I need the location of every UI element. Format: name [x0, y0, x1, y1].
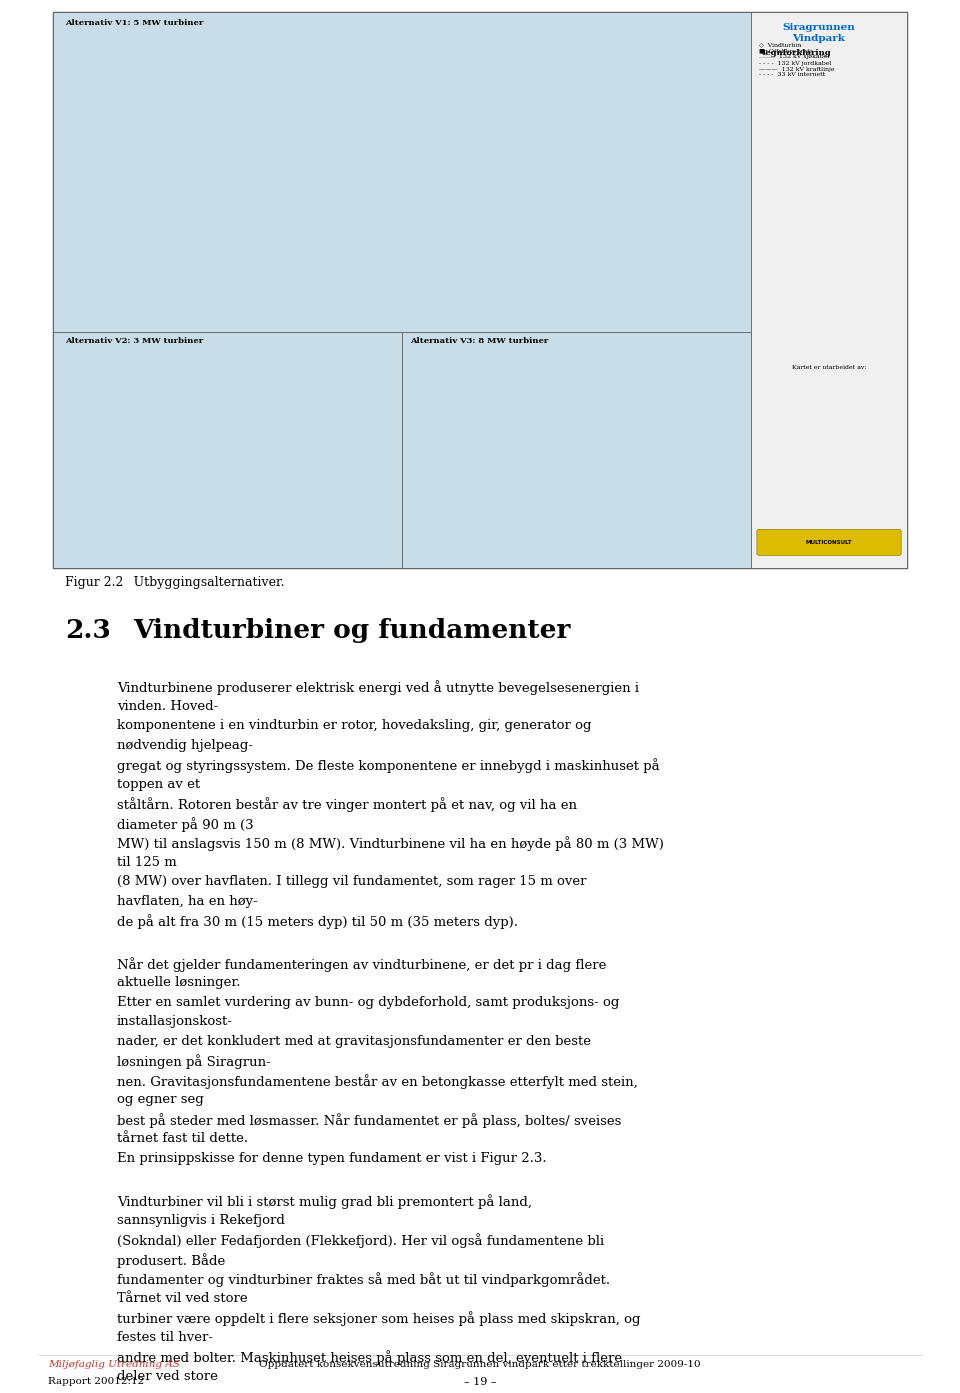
Text: deler ved store: deler ved store [117, 1369, 218, 1383]
Text: Vindturbiner vil bli i størst mulig grad bli premontert på land,: Vindturbiner vil bli i størst mulig grad… [117, 1194, 532, 1209]
Text: Når det gjelder fundamenteringen av vindturbinene, er det pr i dag flere: Når det gjelder fundamenteringen av vind… [117, 957, 606, 972]
Text: festes til hver-: festes til hver- [117, 1330, 213, 1344]
Text: Vindturbinene produserer elektrisk energi ved å utnytte bevegelsesenergien i: Vindturbinene produserer elektrisk energ… [117, 680, 638, 695]
Bar [53, 13, 751, 332]
Text: Miljøfaglig Utredning AS: Miljøfaglig Utredning AS [48, 1360, 180, 1369]
Text: Vindturbiner og fundamenter: Vindturbiner og fundamenter [132, 618, 570, 644]
Text: nader, er det konkludert med at gravitasjonsfundamenter er den beste: nader, er det konkludert med at gravitas… [117, 1035, 590, 1048]
Text: MULTICONSULT: MULTICONSULT [805, 540, 852, 545]
Text: ........  132 kV sjøkabel: ........ 132 kV sjøkabel [758, 54, 829, 60]
Text: Figur 2.2  Utbyggingsalternativer.: Figur 2.2 Utbyggingsalternativer. [64, 577, 284, 589]
Text: Siragrunnen: Siragrunnen [782, 24, 854, 32]
Text: tårnet fast til dette.: tårnet fast til dette. [117, 1133, 248, 1145]
Text: turbiner være oppdelt i flere seksjoner som heises på plass med skipskran, og: turbiner være oppdelt i flere seksjoner … [117, 1311, 640, 1326]
Text: Kartet er utarbeidet av:: Kartet er utarbeidet av: [792, 365, 866, 371]
Text: Oppdatert konsekvensutredning Siragrunnen vindpark etter trekktellinger 2009-10: Oppdatert konsekvensutredning Siragrunne… [259, 1360, 701, 1369]
Text: produsert. Både: produsert. Både [117, 1252, 225, 1268]
Bar [53, 13, 907, 568]
Text: vinden. Hoved-: vinden. Hoved- [117, 699, 218, 713]
Text: MW) til anslagsvis 150 m (8 MW). Vindturbinene vil ha en høyde på 80 m (3 MW): MW) til anslagsvis 150 m (8 MW). Vindtur… [117, 836, 663, 851]
Text: løsningen på Siragrun-: løsningen på Siragrun- [117, 1055, 271, 1070]
Text: installasjonskost-: installasjonskost- [117, 1015, 232, 1028]
Text: nødvendig hjelpeag-: nødvendig hjelpeag- [117, 738, 252, 752]
Bar [751, 13, 907, 568]
Text: ■  Offshore trafo: ■ Offshore trafo [758, 49, 813, 53]
Text: Tårnet vil ved store: Tårnet vil ved store [117, 1291, 248, 1305]
Text: aktuelle løsninger.: aktuelle løsninger. [117, 976, 240, 989]
Text: og egner seg: og egner seg [117, 1094, 204, 1106]
Text: En prinsippskisse for denne typen fundament er vist i Figur 2.3.: En prinsippskisse for denne typen fundam… [117, 1152, 546, 1165]
Text: til 125 m: til 125 m [117, 855, 177, 869]
Text: Alternativ V3: 8 MW turbiner: Alternativ V3: 8 MW turbiner [410, 337, 548, 345]
Text: – 19 –: – 19 – [464, 1378, 496, 1387]
Text: - - - -  132 kV jordkabel: - - - - 132 kV jordkabel [758, 60, 831, 65]
Text: nen. Gravitasjonsfundamentene består av en betongkasse etterfylt med stein,: nen. Gravitasjonsfundamentene består av … [117, 1074, 637, 1089]
Text: Alternativ V1: 5 MW turbiner: Alternativ V1: 5 MW turbiner [64, 20, 204, 26]
Text: Tegnforklaring: Tegnforklaring [761, 49, 831, 57]
Text: Etter en samlet vurdering av bunn- og dybdeforhold, samt produksjons- og: Etter en samlet vurdering av bunn- og dy… [117, 996, 619, 1009]
Text: - - - -  33 kV internett: - - - - 33 kV internett [758, 72, 825, 78]
Text: Vindpark: Vindpark [792, 33, 845, 43]
Text: 2.3: 2.3 [64, 618, 110, 644]
Text: ———  132 kV kraftlinje: ——— 132 kV kraftlinje [758, 67, 834, 71]
FancyBboxPatch shape [756, 529, 901, 556]
Text: Alternativ V2: 3 MW turbiner: Alternativ V2: 3 MW turbiner [64, 337, 203, 345]
Text: sannsynligvis i Rekefjord: sannsynligvis i Rekefjord [117, 1213, 285, 1227]
Text: havflaten, ha en høy-: havflaten, ha en høy- [117, 894, 257, 908]
Bar [402, 332, 751, 568]
Text: toppen av et: toppen av et [117, 777, 200, 791]
Text: ◇  Vindturbin: ◇ Vindturbin [758, 43, 801, 47]
Text: best på steder med løsmasser. Når fundamentet er på plass, boltes/ sveises: best på steder med løsmasser. Når fundam… [117, 1113, 621, 1128]
Text: andre med bolter. Maskinhuset heises på plass som en del, eventuelt i flere: andre med bolter. Maskinhuset heises på … [117, 1350, 622, 1365]
Text: (8 MW) over havflaten. I tillegg vil fundamentet, som rager 15 m over: (8 MW) over havflaten. I tillegg vil fun… [117, 875, 587, 889]
Text: Rapport 20012:12: Rapport 20012:12 [48, 1378, 144, 1386]
Text: diameter på 90 m (3: diameter på 90 m (3 [117, 816, 253, 832]
Text: fundamenter og vindturbiner fraktes så med båt ut til vindparkgområdet.: fundamenter og vindturbiner fraktes så m… [117, 1272, 610, 1287]
Text: komponentene i en vindturbin er rotor, hovedaksling, gir, generator og: komponentene i en vindturbin er rotor, h… [117, 719, 591, 733]
Text: (Sokndal) eller Fedafjorden (Flekkefjord). Her vil også fundamentene bli: (Sokndal) eller Fedafjorden (Flekkefjord… [117, 1233, 604, 1248]
Text: ståltårn. Rotoren består av tre vinger montert på et nav, og vil ha en: ståltårn. Rotoren består av tre vinger m… [117, 797, 577, 812]
Bar [53, 332, 402, 568]
Text: gregat og styringssystem. De fleste komponentene er innebygd i maskinhuset på: gregat og styringssystem. De fleste komp… [117, 758, 660, 773]
Text: de på alt fra 30 m (15 meters dyp) til 50 m (35 meters dyp).: de på alt fra 30 m (15 meters dyp) til 5… [117, 914, 517, 929]
